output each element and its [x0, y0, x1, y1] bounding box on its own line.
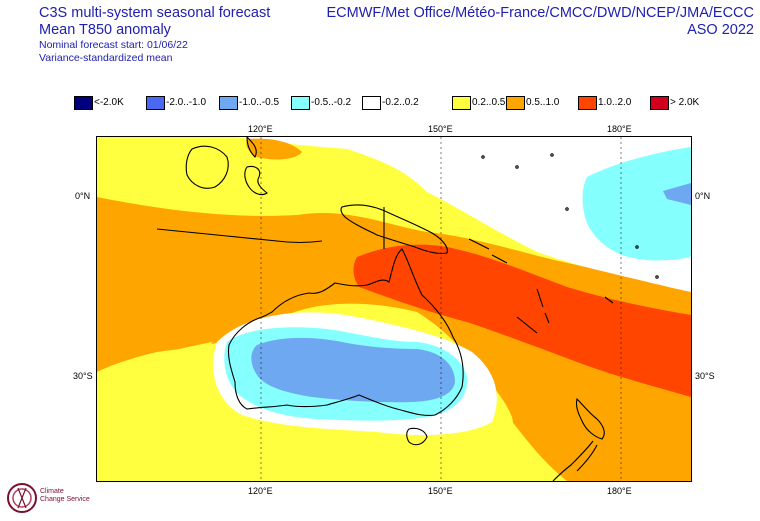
legend-swatch — [219, 96, 238, 110]
title-line1: C3S multi-system seasonal forecast — [39, 5, 271, 21]
legend-label: -2.0..-1.0 — [166, 97, 207, 108]
legend-label: 1.0..2.0 — [598, 97, 632, 108]
anomaly-orange-band — [97, 197, 691, 481]
anomaly-map — [96, 136, 692, 482]
legend-label: > 2.0K — [670, 97, 700, 108]
subtitle-line2: Variance-standardized mean — [39, 51, 173, 64]
atoll — [515, 165, 519, 169]
anomaly-yellow-west — [97, 342, 212, 399]
lat-tick-left: 0°N — [75, 191, 91, 201]
coast-new-caledonia — [516, 316, 538, 334]
coast-solomons — [468, 238, 508, 264]
coast-java-chain — [156, 228, 323, 244]
atoll — [655, 275, 659, 279]
coast-fiji — [604, 296, 614, 304]
logo-mark-icon — [17, 487, 27, 509]
coast-new-guinea — [340, 204, 448, 255]
copernicus-logo — [7, 483, 37, 513]
coast-australia — [227, 248, 464, 416]
legend-label: -1.0..-0.5 — [239, 97, 280, 108]
lon-tick-bottom: 120°E — [248, 486, 273, 496]
logo-text: Climate Change Service — [40, 488, 90, 504]
atoll — [635, 245, 639, 249]
legend-swatch — [146, 96, 165, 110]
lon-tick-top: 180°E — [607, 124, 632, 134]
coast-nz-north — [575, 397, 605, 440]
coastlines — [156, 137, 659, 481]
title-line2: Mean T850 anomaly — [39, 22, 171, 38]
season-label: ASO 2022 — [687, 22, 754, 38]
gridlines — [260, 137, 622, 481]
atoll — [550, 153, 554, 157]
legend-swatch — [506, 96, 525, 110]
legend-label: -0.5..-0.2 — [311, 97, 352, 108]
header-left: C3S multi-system seasonal forecast Mean … — [39, 5, 270, 64]
legend-swatch — [650, 96, 669, 110]
coast-philippines — [246, 137, 257, 158]
lon-tick-top: 150°E — [428, 124, 453, 134]
coast-borneo — [185, 145, 229, 189]
legend-label: <-2.0K — [94, 97, 124, 108]
legend-label: 0.5..1.0 — [526, 97, 560, 108]
logo-inner-icon — [12, 488, 32, 508]
atoll — [565, 207, 569, 211]
coast-sulawesi — [244, 165, 268, 196]
legend-swatch — [74, 96, 93, 110]
legend-swatch — [291, 96, 310, 110]
coast-vanuatu — [536, 288, 550, 324]
anomaly-cyan-ne — [582, 147, 691, 261]
legend-swatch — [362, 96, 381, 110]
anomaly-blue-area — [251, 337, 455, 403]
legend-swatch — [452, 96, 471, 110]
systems-list: ECMWF/Met Office/Météo-France/CMCC/DWD/N… — [326, 5, 754, 21]
lat-tick-right: 0°N — [695, 191, 711, 201]
anomaly-orange-blob-north — [246, 138, 302, 160]
header-right: ECMWF/Met Office/Météo-France/CMCC/DWD/N… — [326, 5, 754, 39]
atoll — [481, 155, 485, 159]
legend-label: 0.2..0.5 — [472, 97, 506, 108]
anomaly-blue-ne — [663, 183, 691, 205]
coast-nz-south — [552, 440, 598, 481]
map-canvas — [97, 137, 691, 481]
lat-tick-left: 30°S — [73, 371, 93, 381]
legend-swatch — [578, 96, 597, 110]
coast-tasmania — [406, 427, 428, 446]
logo-ring-icon — [7, 483, 37, 513]
subtitle-line1: Nominal forecast start: 01/06/22 — [39, 39, 188, 51]
lon-tick-bottom: 150°E — [428, 486, 453, 496]
lat-tick-right: 30°S — [695, 371, 715, 381]
lon-tick-bottom: 180°E — [607, 486, 632, 496]
legend-label: -0.2..0.2 — [382, 97, 419, 108]
logo-name-line2: Change Service — [40, 496, 90, 503]
logo-name-line1: Climate — [40, 488, 64, 495]
lon-tick-top: 120°E — [248, 124, 273, 134]
